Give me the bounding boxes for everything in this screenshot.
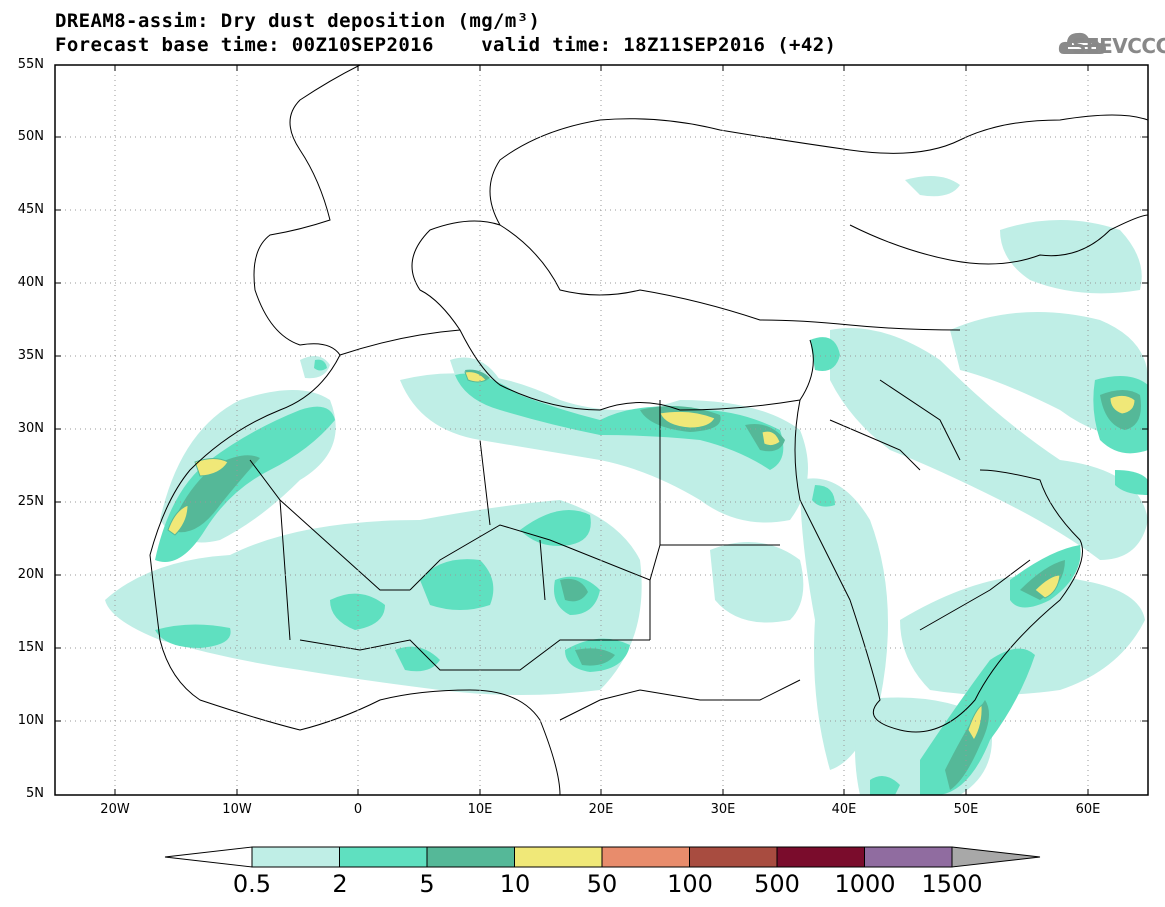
lat-tick-label: 5N <box>26 786 44 801</box>
lat-tick-label: 20N <box>17 567 44 582</box>
forecast-base-time: Forecast base time: 00Z10SEP2016 <box>55 34 434 56</box>
lat-tick-label: 35N <box>17 348 44 363</box>
graticule <box>55 65 1148 795</box>
lon-tick-label: 60E <box>1075 802 1101 817</box>
lat-tick-label: 45N <box>17 202 44 217</box>
valid-time: valid time: 18Z11SEP2016 (+42) <box>481 34 837 56</box>
cloud-logo-icon <box>1058 32 1106 54</box>
colorbar-label: 2 <box>332 870 348 898</box>
lat-tick-label: 40N <box>17 275 44 290</box>
forecast-time-line: Forecast base time: 00Z10SEP2016 valid t… <box>55 35 836 55</box>
colorbar-label: 10 <box>499 870 531 898</box>
lat-tick-label: 55N <box>17 57 44 72</box>
lon-tick-label: 0 <box>353 802 363 817</box>
logo-text: SEEVCCC <box>1072 34 1165 58</box>
lon-tick-label: 50E <box>953 802 979 817</box>
lon-tick-label: 30E <box>710 802 736 817</box>
lat-tick-label: 15N <box>17 640 44 655</box>
colorbar-label: 1500 <box>921 870 983 898</box>
lon-tick-label: 40E <box>831 802 857 817</box>
map-title: DREAM8-assim: Dry dust deposition (mg/m³… <box>55 10 541 32</box>
lon-tick-label: 10E <box>467 802 493 817</box>
colorbar-label: 500 <box>754 870 800 898</box>
colorbar-label: 0.5 <box>232 870 272 898</box>
lat-tick-label: 30N <box>17 421 44 436</box>
colorbar-label: 100 <box>667 870 713 898</box>
coastlines-and-borders <box>149 65 1148 795</box>
colorbar-label: 50 <box>586 870 618 898</box>
colorbar-label: 5 <box>419 870 435 898</box>
lon-tick-label: 10W <box>222 802 252 817</box>
lon-tick-label: 20W <box>100 802 130 817</box>
dust-level-very-high <box>167 371 1136 741</box>
colorbar-label: 1000 <box>834 870 896 898</box>
lat-tick-label: 50N <box>17 129 44 144</box>
lon-tick-label: 20E <box>588 802 614 817</box>
lat-tick-label: 10N <box>17 713 44 728</box>
lat-tick-label: 25N <box>17 494 44 509</box>
